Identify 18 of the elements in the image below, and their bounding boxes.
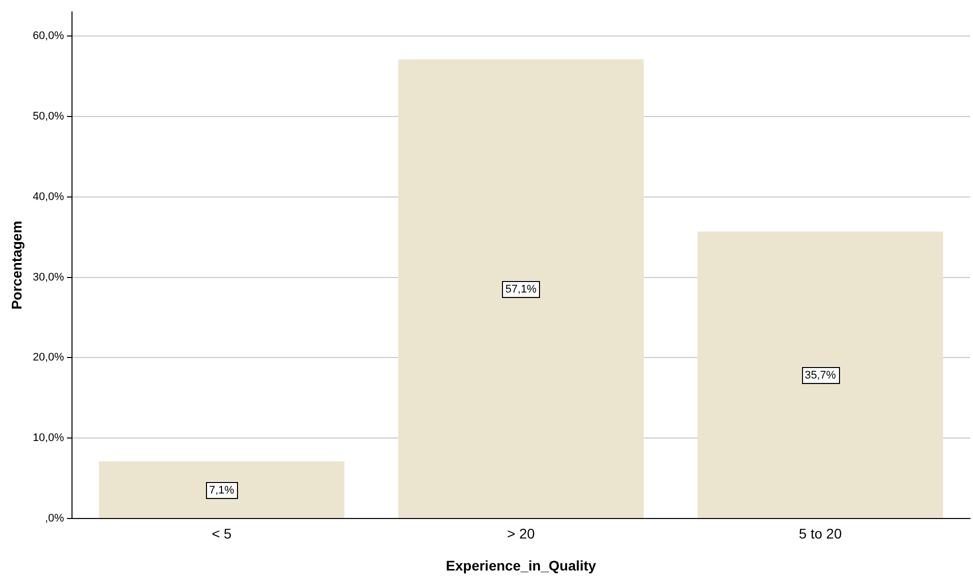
x-tick-label: < 5 <box>212 526 232 542</box>
data-label: 57,1% <box>505 284 537 296</box>
bar <box>698 231 944 518</box>
bar <box>98 461 344 518</box>
bar <box>398 59 644 518</box>
y-tick-label: 40,0% <box>32 190 64 203</box>
x-axis-title: Experience_in_Quality <box>446 557 596 574</box>
y-tick-label: 50,0% <box>32 110 64 123</box>
data-label: 7,1% <box>209 484 234 497</box>
x-tick-label: 5 to 20 <box>798 526 842 542</box>
y-tick-label: 10,0% <box>32 432 64 444</box>
y-tick-label: ,0% <box>45 512 64 524</box>
data-label: 35,7% <box>804 370 836 382</box>
y-tick-label: 60,0% <box>32 30 64 42</box>
y-tick-label: 20,0% <box>32 352 64 364</box>
y-axis-title: Porcentagem <box>8 220 24 310</box>
x-tick-label: > 20 <box>507 526 536 542</box>
y-tick-label: 30,0% <box>32 271 64 284</box>
